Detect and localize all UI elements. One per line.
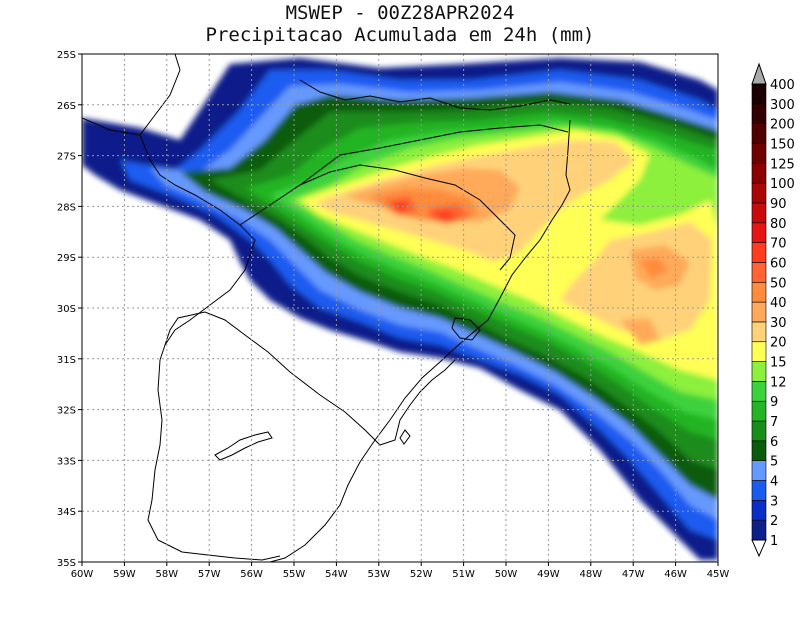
colorbar-swatch (751, 460, 767, 481)
latitude-axis: 25S 26S 27S 28S 29S 30S 31S 32S 33S 34S 35S (57, 50, 82, 569)
colorbar-label: 3 (770, 494, 778, 509)
colorbar-label: 50 (770, 276, 787, 291)
colorbar-swatch (751, 500, 767, 521)
lat-tick-label: 26S (57, 101, 76, 112)
colorbar-swatch (751, 242, 767, 263)
map-title: MSWEP - 00Z28APR2024 (285, 2, 515, 24)
lon-tick-label: 48W (579, 569, 602, 580)
lat-tick-label: 25S (57, 50, 76, 61)
colorbar-swatch (751, 400, 767, 422)
colorbar-label: 400 (770, 78, 795, 93)
colorbar-swatch (751, 83, 767, 105)
colorbar-swatch (751, 381, 767, 402)
lat-tick-label: 29S (57, 253, 76, 264)
lon-tick-label: 45W (707, 569, 730, 580)
colorbar-swatch (751, 301, 767, 323)
colorbar-label: 200 (770, 118, 795, 133)
coastline-borders (82, 54, 571, 562)
lat-tick-label: 31S (57, 355, 76, 366)
colorbar-swatch (751, 420, 767, 442)
lon-tick-label: 56W (240, 569, 263, 580)
colorbar-swatch (751, 123, 767, 144)
colorbar-swatch (751, 341, 767, 362)
lat-tick-label: 33S (57, 456, 76, 467)
map-gridlines (82, 54, 718, 562)
colorbar-swatch (751, 361, 767, 382)
colorbar-label: 30 (770, 316, 787, 331)
lat-tick-label: 30S (57, 304, 76, 315)
lat-tick-label: 34S (57, 507, 76, 518)
colorbar-max-arrow (751, 62, 767, 85)
lon-tick-label: 54W (325, 569, 348, 580)
lon-tick-label: 47W (622, 569, 645, 580)
lon-tick-label: 49W (537, 569, 560, 580)
colorbar-label: 80 (770, 217, 787, 232)
lat-tick-label: 35S (57, 558, 76, 569)
colorbar-label: 9 (770, 395, 778, 410)
colorbar-swatch (751, 440, 767, 461)
colorbar-label: 4 (770, 475, 778, 490)
lat-tick-label: 28S (57, 202, 76, 213)
lon-tick-label: 53W (367, 569, 390, 580)
colorbar-label: 20 (770, 336, 787, 351)
colorbar-label: 100 (770, 177, 795, 192)
colorbar-swatch (751, 182, 767, 204)
colorbar-min-arrow (751, 539, 767, 558)
colorbar-label: 15 (770, 356, 787, 371)
colorbar-swatch (751, 321, 767, 343)
lon-tick-label: 58W (155, 569, 178, 580)
colorbar-label: 70 (770, 237, 787, 252)
lat-tick-label: 32S (57, 406, 76, 417)
lon-tick-label: 51W (452, 569, 475, 580)
colorbar: 1234567912152030405060708090100125150200… (751, 62, 795, 558)
colorbar-swatch (751, 281, 767, 303)
colorbar-swatch (751, 143, 767, 164)
lon-tick-label: 52W (410, 569, 433, 580)
lat-tick-label: 27S (57, 152, 76, 163)
lon-tick-label: 60W (71, 569, 94, 580)
colorbar-swatch (751, 222, 767, 243)
colorbar-swatch (751, 202, 767, 224)
colorbar-label: 6 (770, 435, 778, 450)
colorbar-label: 7 (770, 415, 778, 430)
colorbar-label: 125 (770, 157, 795, 172)
colorbar-label: 90 (770, 197, 787, 212)
colorbar-label: 2 (770, 514, 778, 529)
lon-tick-label: 55W (283, 569, 306, 580)
colorbar-label: 1 (770, 534, 778, 549)
colorbar-label: 40 (770, 296, 787, 311)
lon-tick-label: 50W (495, 569, 518, 580)
colorbar-label: 300 (770, 98, 795, 113)
colorbar-swatch (751, 519, 767, 541)
map-subtitle: Precipitacao Acumulada em 24h (mm) (205, 24, 595, 46)
lon-tick-label: 59W (113, 569, 136, 580)
lon-tick-label: 46W (664, 569, 687, 580)
colorbar-label: 5 (770, 455, 778, 470)
colorbar-swatch (751, 163, 767, 184)
colorbar-swatch (751, 262, 767, 283)
colorbar-swatch (751, 480, 767, 501)
colorbar-label: 60 (770, 256, 787, 271)
lon-tick-label: 57W (198, 569, 221, 580)
colorbar-swatch (751, 103, 767, 124)
longitude-axis: 60W 59W 58W 57W 56W 55W 54W 53W 52W 51W 50W 49W 48W 4… (71, 562, 730, 580)
colorbar-label: 12 (770, 375, 787, 390)
colorbar-label: 150 (770, 137, 795, 152)
